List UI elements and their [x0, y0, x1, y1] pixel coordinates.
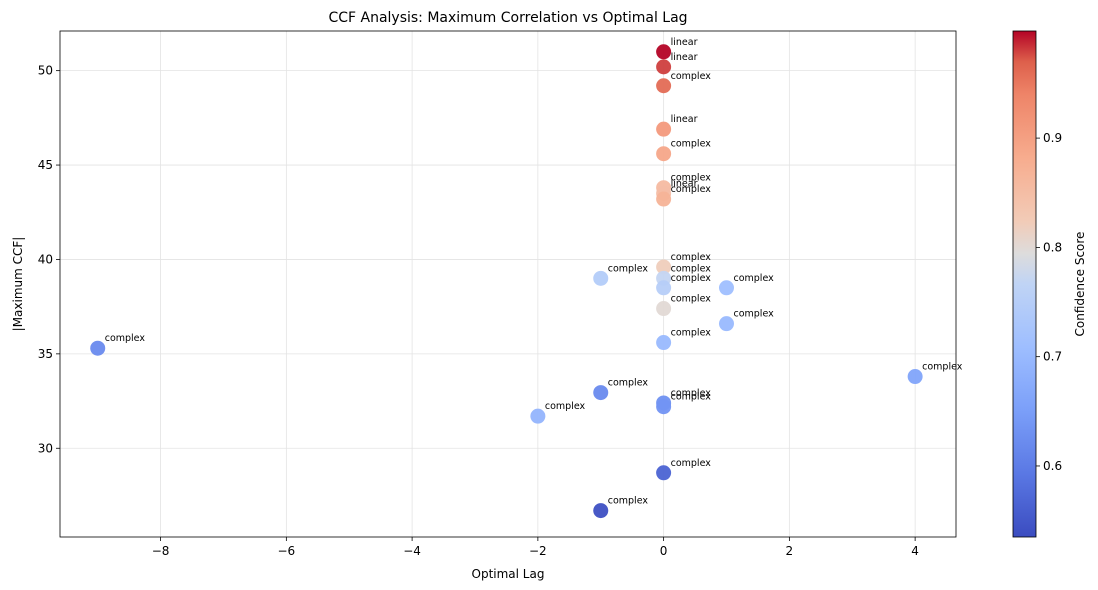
- scatter-point: [656, 59, 672, 75]
- x-tick-label: −6: [278, 544, 296, 558]
- point-label: complex: [671, 294, 712, 305]
- x-axis-label: Optimal Lag: [472, 567, 545, 581]
- scatter-point: [530, 408, 546, 424]
- point-label: complex: [671, 263, 712, 274]
- scatter-point: [656, 465, 672, 481]
- scatter-point: [656, 399, 672, 415]
- scatter-point: [718, 280, 734, 296]
- grid-lines: [60, 31, 956, 537]
- scatter-point: [907, 369, 923, 385]
- data-points: [90, 44, 923, 519]
- point-label: linear: [671, 114, 698, 125]
- colorbar-tick-label: 0.7: [1043, 350, 1062, 364]
- point-label: complex: [671, 273, 712, 284]
- point-label: complex: [105, 333, 146, 344]
- plot-frame: [59, 30, 957, 538]
- point-label: complex: [608, 263, 649, 274]
- colorbar-ticks: 0.6 0.7 0.8 0.9: [1036, 131, 1062, 473]
- colorbar-label: Confidence Score: [1073, 232, 1087, 337]
- colorbar-tick-label: 0.8: [1043, 240, 1062, 254]
- point-label: complex: [671, 458, 712, 469]
- scatter-point: [656, 280, 672, 296]
- point-label: complex: [922, 362, 963, 373]
- x-tick-label: 2: [786, 544, 794, 558]
- scatter-point: [593, 503, 609, 519]
- y-tick-label: 30: [38, 441, 53, 455]
- y-axis-ticks: 30 35 40 45 50: [38, 64, 60, 455]
- point-label: complex: [671, 184, 712, 195]
- scatter-point: [656, 335, 672, 351]
- x-axis-ticks: −8 −6 −4 −2 0 2 4: [152, 537, 919, 558]
- x-tick-label: 0: [660, 544, 668, 558]
- scatter-point: [656, 121, 672, 137]
- scatter-point: [718, 316, 734, 332]
- x-tick-label: −8: [152, 544, 170, 558]
- point-label: complex: [671, 328, 712, 339]
- scatter-point: [656, 146, 672, 162]
- point-label: linear: [671, 37, 698, 48]
- scatter-point: [90, 340, 106, 356]
- scatter-point: [656, 259, 672, 275]
- scatter-point: [656, 301, 672, 317]
- x-tick-label: −4: [403, 544, 421, 558]
- point-label: complex: [671, 392, 712, 403]
- scatter-point: [656, 78, 672, 94]
- y-tick-label: 50: [38, 64, 53, 78]
- point-label: complex: [608, 496, 649, 507]
- y-tick-label: 35: [38, 347, 53, 361]
- y-tick-label: 40: [38, 252, 53, 266]
- point-label: complex: [671, 252, 712, 263]
- point-label: complex: [545, 401, 586, 412]
- chart-title: CCF Analysis: Maximum Correlation vs Opt…: [328, 10, 687, 26]
- y-axis-label: |Maximum CCF|: [11, 237, 25, 332]
- point-label: complex: [671, 173, 712, 184]
- x-tick-label: 4: [911, 544, 919, 558]
- point-label: complex: [733, 273, 774, 284]
- scatter-point: [593, 270, 609, 286]
- colorbar-tick-label: 0.9: [1043, 131, 1062, 145]
- y-tick-label: 45: [38, 158, 53, 172]
- point-label: complex: [608, 378, 649, 389]
- scatter-point: [656, 191, 672, 207]
- point-label: linear: [671, 52, 698, 63]
- point-labels: linearlinearcomplexlinearcomplexcomplexl…: [105, 37, 963, 507]
- colorbar: [1012, 30, 1037, 538]
- scatter-point: [593, 385, 609, 401]
- scatter-point: [656, 44, 672, 60]
- point-label: complex: [671, 71, 712, 82]
- colorbar-tick-label: 0.6: [1043, 459, 1062, 473]
- point-label: complex: [733, 309, 774, 320]
- point-label: complex: [671, 139, 712, 150]
- point-label: linear: [671, 178, 698, 189]
- point-label: complex: [671, 388, 712, 399]
- x-tick-label: −2: [529, 544, 547, 558]
